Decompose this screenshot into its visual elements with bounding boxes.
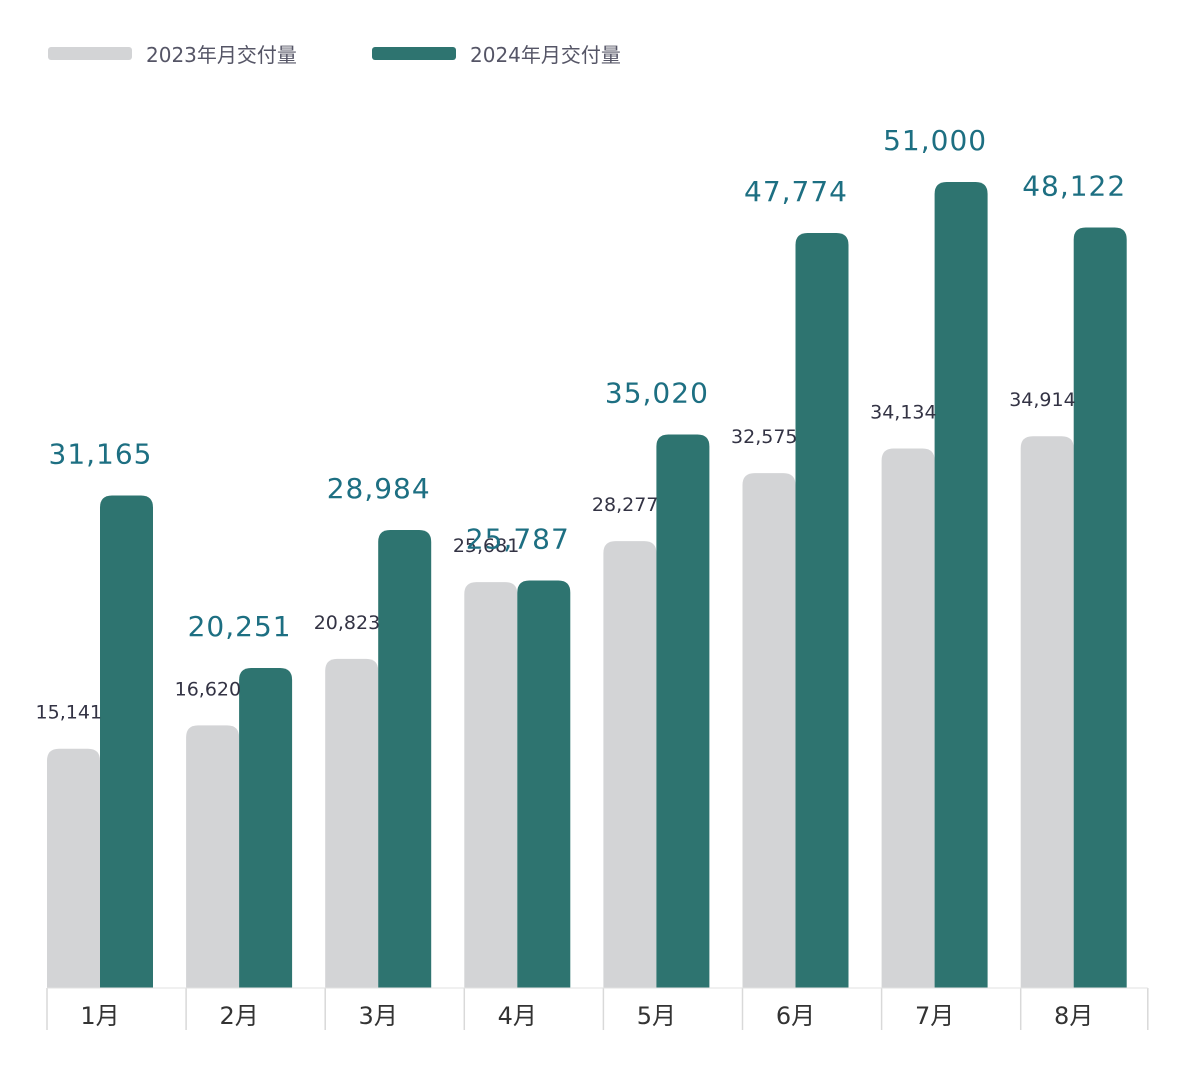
value-labels: 15,141 31,165 16,620 20,251 20,823 28,984 25,6… bbox=[36, 124, 1126, 724]
label-2024-3: 28,984 bbox=[327, 472, 431, 505]
bar-2023-1 bbox=[47, 748, 100, 988]
legend: 2023年月交付量 2024年月交付量 bbox=[48, 43, 621, 67]
bar-2024-3 bbox=[378, 529, 432, 988]
legend-label-2023: 2023年月交付量 bbox=[146, 43, 297, 67]
bar-2024-8 bbox=[1073, 227, 1127, 988]
label-2023-6: 32,575 bbox=[731, 426, 797, 448]
category-label-1: 1月 bbox=[80, 1002, 119, 1030]
label-2024-2: 20,251 bbox=[188, 610, 292, 643]
bar-2024-4 bbox=[517, 580, 571, 988]
label-2024-5: 35,020 bbox=[605, 377, 709, 410]
x-axis: 1月 2月 3月 4月 5月 6月 7月 8月 bbox=[46, 987, 1149, 1030]
category-label-5: 5月 bbox=[637, 1002, 676, 1030]
legend-swatch-2023 bbox=[48, 47, 132, 60]
bar-2023-4 bbox=[464, 582, 518, 988]
bar-2023-5 bbox=[603, 541, 657, 988]
category-label-3: 3月 bbox=[359, 1002, 398, 1030]
category-label-6: 6月 bbox=[776, 1002, 815, 1030]
bar-2024-2 bbox=[239, 667, 293, 988]
bar-2024-7 bbox=[934, 182, 988, 988]
legend-label-2024: 2024年月交付量 bbox=[470, 43, 621, 67]
label-2024-4: 25,787 bbox=[466, 522, 570, 555]
legend-swatch-2024 bbox=[372, 47, 456, 60]
bar-2023-6 bbox=[742, 473, 796, 988]
label-2024-1: 31,165 bbox=[49, 437, 153, 470]
bar-2024-5 bbox=[656, 434, 710, 989]
label-2023-5: 28,277 bbox=[592, 494, 658, 516]
label-2023-3: 20,823 bbox=[314, 612, 380, 634]
bars bbox=[47, 182, 1127, 989]
bar-2023-2 bbox=[186, 725, 240, 988]
label-2023-4: 25,681 bbox=[453, 535, 519, 557]
label-2023-2: 16,620 bbox=[175, 678, 241, 700]
category-label-4: 4月 bbox=[498, 1002, 537, 1030]
category-label-8: 8月 bbox=[1054, 1002, 1093, 1030]
label-2024-8: 48,122 bbox=[1022, 169, 1126, 202]
category-label-7: 7月 bbox=[915, 1002, 954, 1030]
bar-2024-6 bbox=[795, 232, 849, 988]
category-label-2: 2月 bbox=[219, 1002, 258, 1030]
bar-2023-7 bbox=[881, 448, 935, 988]
label-2023-7: 34,134 bbox=[870, 402, 936, 424]
bar-2023-3 bbox=[325, 658, 379, 988]
bar-2023-8 bbox=[1020, 436, 1074, 988]
label-2023-8: 34,914 bbox=[1009, 389, 1075, 411]
label-2024-7: 51,000 bbox=[883, 124, 987, 157]
bar-2024-1 bbox=[100, 495, 153, 988]
label-2023-1: 15,141 bbox=[36, 702, 102, 724]
label-2024-6: 47,774 bbox=[744, 175, 848, 208]
